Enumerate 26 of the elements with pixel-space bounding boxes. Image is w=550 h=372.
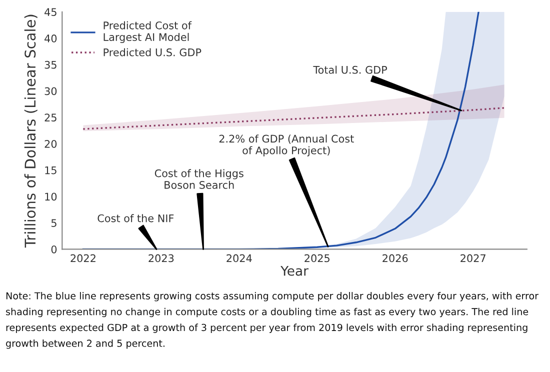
y-tick-label: 20 [44, 140, 57, 148]
y-tick-label: 30 [44, 87, 57, 96]
legend-label: Predicted Cost of Largest AI Model [104, 21, 192, 44]
annotation: Cost of the Higgs Boson Search [154, 169, 244, 189]
y-tick-label: 0 [51, 245, 57, 254]
text: Note: The blue line represents growing costs assuming compute per dollar doubles every four years, with error shading representing no change in compute costs or a doubling time as fast as every two years. The red line represents expected GDP at a growth of 3 percent per year from 2019 levels with error shading representing growth between 2 and 5 percent. [6, 292, 539, 349]
y-tick-label: 10 [45, 192, 57, 201]
x-tick-label: 2023 [148, 254, 174, 262]
annotation: Total U.S. GDP [313, 66, 388, 74]
x-tick-label: 2027 [460, 254, 486, 262]
y-tick-label: 25 [44, 114, 56, 122]
x-axis-title: Year [280, 266, 308, 276]
x-tick-label: 2025 [304, 254, 330, 262]
y-axis-title: Trillions of Dollars (Linear Scale) [24, 14, 38, 248]
x-tick-label: 2026 [382, 254, 408, 262]
annotation: 2.2% of GDP (Annual Cost of Apollo Project) [219, 134, 354, 156]
annotation: Cost of the NIF [98, 214, 174, 222]
x-tick-label: 2024 [226, 254, 252, 262]
legend-label: Predicted U.S. GDP [104, 48, 202, 56]
y-tick-label: 5 [51, 219, 56, 227]
y-tick-label: 35 [44, 60, 56, 69]
y-tick-label: 15 [45, 166, 56, 174]
x-tick-label: 2022 [70, 254, 96, 262]
line-series [82, 107, 506, 130]
y-tick-label: 40 [44, 34, 57, 42]
y-tick-label: 45 [44, 8, 56, 16]
